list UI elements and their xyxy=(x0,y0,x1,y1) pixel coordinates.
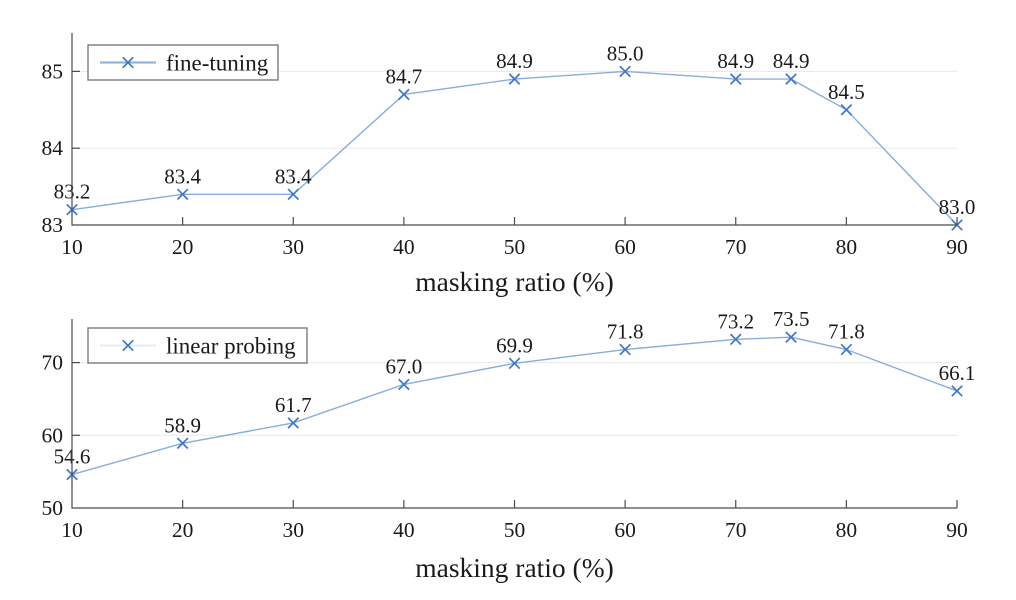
x-tick-label: 10 xyxy=(61,235,83,259)
legend: linear probing xyxy=(87,327,308,364)
x-tick-label: 90 xyxy=(946,518,968,542)
y-tick-label: 84 xyxy=(42,136,64,160)
data-label: 83.0 xyxy=(939,195,976,219)
y-tick-label: 70 xyxy=(42,351,64,375)
data-point-marker xyxy=(176,188,189,201)
data-label: 84.9 xyxy=(496,49,533,73)
data-label: 73.5 xyxy=(773,307,810,331)
data-label: 84.9 xyxy=(773,49,810,73)
x-tick-label: 90 xyxy=(946,235,968,259)
series-line xyxy=(71,336,958,476)
y-tick-label: 60 xyxy=(42,423,64,447)
x-tick-label: 30 xyxy=(283,518,305,542)
data-point-marker xyxy=(840,103,853,116)
legend-label: linear probing xyxy=(166,334,296,359)
y-tick-label: 85 xyxy=(42,59,64,83)
x-tick-label: 10 xyxy=(61,518,83,542)
data-point-marker xyxy=(619,343,631,356)
data-label: 61.7 xyxy=(275,393,312,417)
x-tick-label: 20 xyxy=(172,235,194,259)
data-label: 83.4 xyxy=(164,164,201,188)
x-tick-label: 70 xyxy=(725,518,747,542)
chart-linear-probing: 54.658.961.767.069.971.8 73.2 73.571.866.1… xyxy=(42,307,976,583)
legend: fine-tuning xyxy=(87,44,279,81)
data-label: 84.5 xyxy=(828,80,865,104)
x-tick-label: 40 xyxy=(393,518,415,542)
data-point-marker xyxy=(508,357,521,370)
data-label: 67.0 xyxy=(386,354,423,378)
data-label: 85.0 xyxy=(607,41,644,65)
x-tick-label: 70 xyxy=(725,235,747,259)
legend-label: fine-tuning xyxy=(166,51,269,76)
x-tick-label: 60 xyxy=(614,235,636,259)
x-tick-label: 80 xyxy=(836,518,858,542)
data-label: 84.7 xyxy=(386,64,423,88)
data-point-marker xyxy=(729,73,742,85)
chart-fine-tuning: 83.283.4 83.484.784.9 85.0 84.9 84.984.583.0… xyxy=(42,33,976,297)
data-point-marker xyxy=(287,188,300,201)
series-line xyxy=(71,70,958,226)
x-tick-label: 20 xyxy=(172,518,194,542)
data-label: 73.2 xyxy=(717,309,754,333)
data-label: 71.8 xyxy=(607,320,644,344)
data-point-marker xyxy=(729,333,742,346)
y-tick-label: 83 xyxy=(42,213,64,237)
x-tick-label: 40 xyxy=(393,235,415,259)
data-label: 66.1 xyxy=(939,361,976,385)
data-point-marker xyxy=(398,88,410,101)
data-point-marker xyxy=(785,331,797,343)
data-point-marker xyxy=(951,385,963,397)
x-tick-label: 50 xyxy=(504,235,526,259)
data-point-marker xyxy=(619,65,631,78)
data-label: 83.4 xyxy=(275,164,312,188)
x-tick-label: 80 xyxy=(836,235,858,259)
data-point-marker xyxy=(398,378,410,391)
axes xyxy=(71,33,957,226)
x-tick-label: 50 xyxy=(504,518,526,542)
legend-marker xyxy=(122,56,134,69)
x-tick-label: 30 xyxy=(283,235,305,259)
data-label: 84.9 xyxy=(717,49,754,73)
x-axis-title: masking ratio (%) xyxy=(415,552,614,583)
data-label: 69.9 xyxy=(496,333,533,357)
data-label: 71.8 xyxy=(828,320,865,344)
data-point-marker xyxy=(785,73,797,85)
data-point-marker xyxy=(840,343,853,356)
x-axis-title: masking ratio (%) xyxy=(415,266,614,297)
data-point-marker xyxy=(508,73,521,85)
axes xyxy=(71,319,957,509)
y-tick-label: 50 xyxy=(42,496,64,520)
data-point-marker xyxy=(287,417,300,429)
data-point-marker xyxy=(176,437,189,450)
x-tick-label: 60 xyxy=(614,518,636,542)
data-label: 58.9 xyxy=(164,413,201,437)
legend-marker xyxy=(122,339,134,352)
